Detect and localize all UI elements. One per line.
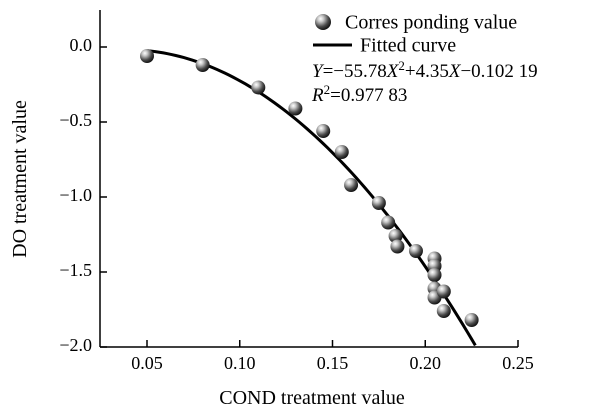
r-squared: R2=0.977 83: [311, 82, 407, 106]
y-tick-label: −1.5: [59, 260, 92, 280]
data-point: [408, 244, 423, 258]
legend-label-scatter: Corres ponding value: [345, 12, 517, 34]
data-point: [464, 313, 479, 327]
r2-value: =0.977 83: [330, 85, 407, 106]
eq-sup: 2: [398, 58, 405, 73]
y-axis-label: DO treatment value: [9, 100, 31, 258]
data-point: [427, 268, 442, 282]
eq-x1: X: [386, 61, 400, 82]
data-point: [371, 196, 386, 210]
x-tick-label: 0.05: [131, 353, 163, 373]
regression-equation: Y=−55.78X2+4.35X−0.102 19: [312, 58, 538, 82]
y-tick-label: −2.0: [59, 335, 92, 355]
eq-coef-c: −0.102 19: [460, 61, 537, 82]
y-tick-label: 0.0: [70, 35, 93, 55]
data-point: [195, 58, 210, 72]
data-point: [381, 215, 396, 230]
legend-label-line: Fitted curve: [360, 35, 456, 57]
data-point: [344, 178, 359, 192]
data-point: [316, 124, 331, 138]
y-tick-label: −0.5: [59, 110, 92, 130]
data-point: [390, 239, 405, 254]
data-point: [436, 284, 451, 299]
x-tick-label: 0.10: [224, 353, 256, 373]
data-point: [388, 229, 403, 243]
y-ticks: 0.0 −0.5 −1.0 −1.5 −2.0: [59, 35, 107, 355]
data-point: [140, 49, 154, 63]
data-point: [334, 145, 349, 159]
x-axis-label: COND treatment value: [219, 387, 405, 409]
eq-coef-b: +4.35: [405, 61, 449, 82]
legend-marker-scatter: [315, 14, 331, 30]
x-tick-label: 0.25: [502, 353, 534, 373]
r2-r: R: [311, 85, 324, 106]
data-points: [140, 49, 479, 327]
eq-x2: X: [448, 61, 462, 82]
data-point: [436, 304, 451, 318]
eq-coef-a: =−55.78: [323, 61, 387, 82]
y-tick-label: −1.0: [59, 185, 92, 205]
data-point: [288, 101, 303, 116]
r2-sup: 2: [324, 82, 331, 97]
eq-y: Y: [312, 61, 325, 82]
x-tick-label: 0.15: [317, 353, 349, 373]
data-point: [251, 80, 266, 95]
x-tick-label: 0.20: [410, 353, 442, 373]
x-ticks: 0.05 0.10 0.15 0.20 0.25: [131, 340, 534, 373]
legend: Corres ponding value Fitted curve: [313, 12, 517, 57]
